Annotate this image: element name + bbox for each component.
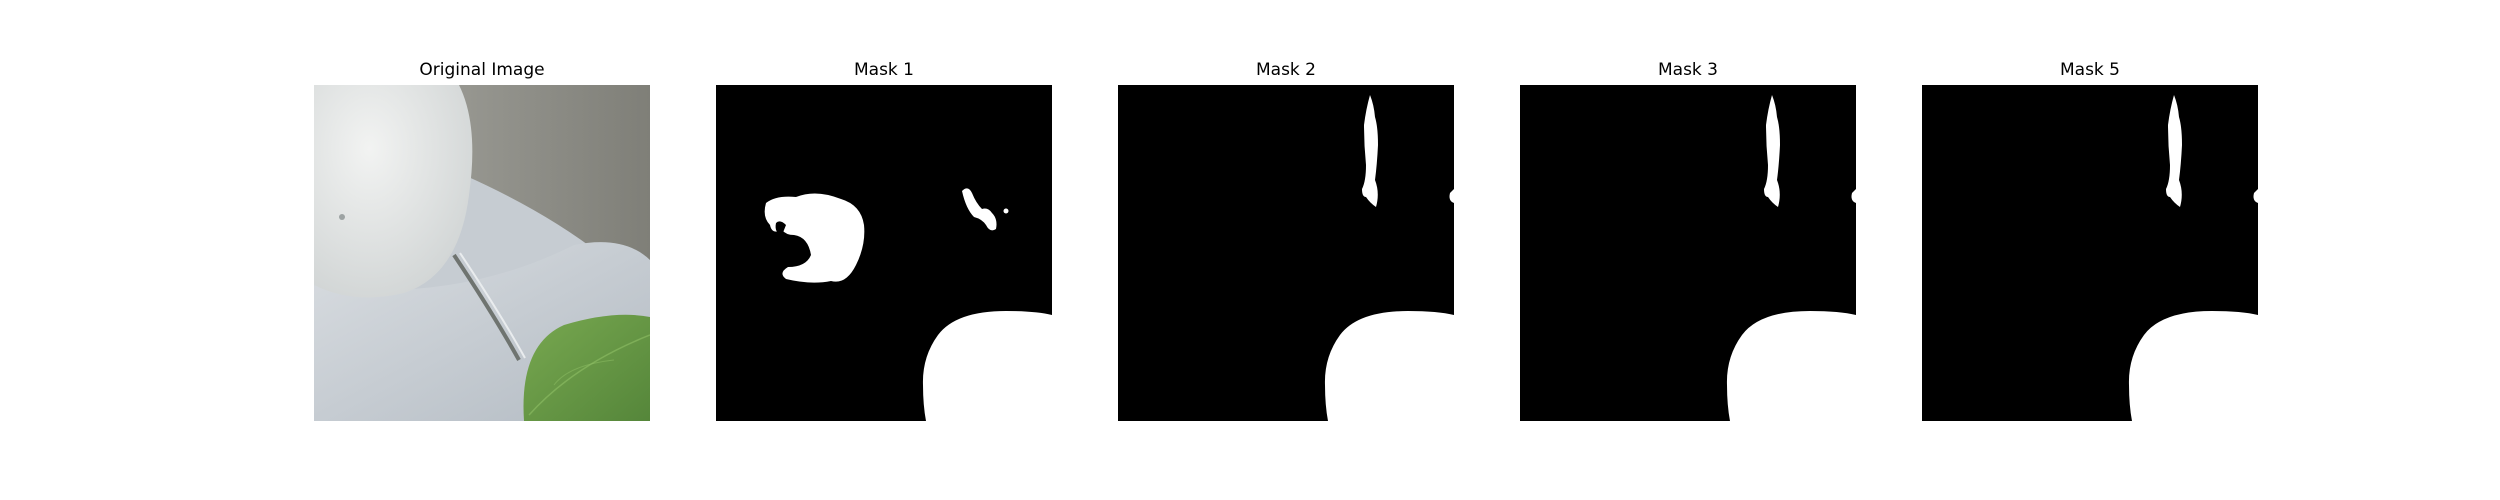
panel-title: Mask 2: [1255, 60, 1316, 80]
original-image-panel: Original Image: [314, 0, 650, 500]
panel-title: Mask 1: [853, 60, 914, 80]
mask-5-panel: Mask 5: [1922, 0, 2258, 500]
mask-3-panel: Mask 3: [1520, 0, 1856, 500]
mask-5-image: [1922, 85, 2258, 421]
original-image: [314, 85, 650, 421]
mask-2-image: [1118, 85, 1454, 421]
panel-title: Original Image: [419, 60, 545, 80]
panel-title: Mask 5: [2059, 60, 2120, 80]
mask-2-panel: Mask 2: [1118, 0, 1454, 500]
mask-1-panel: Mask 1: [716, 0, 1052, 500]
mask-3-image: [1520, 85, 1856, 421]
mask-1-image: [716, 85, 1052, 421]
panel-title: Mask 3: [1657, 60, 1718, 80]
